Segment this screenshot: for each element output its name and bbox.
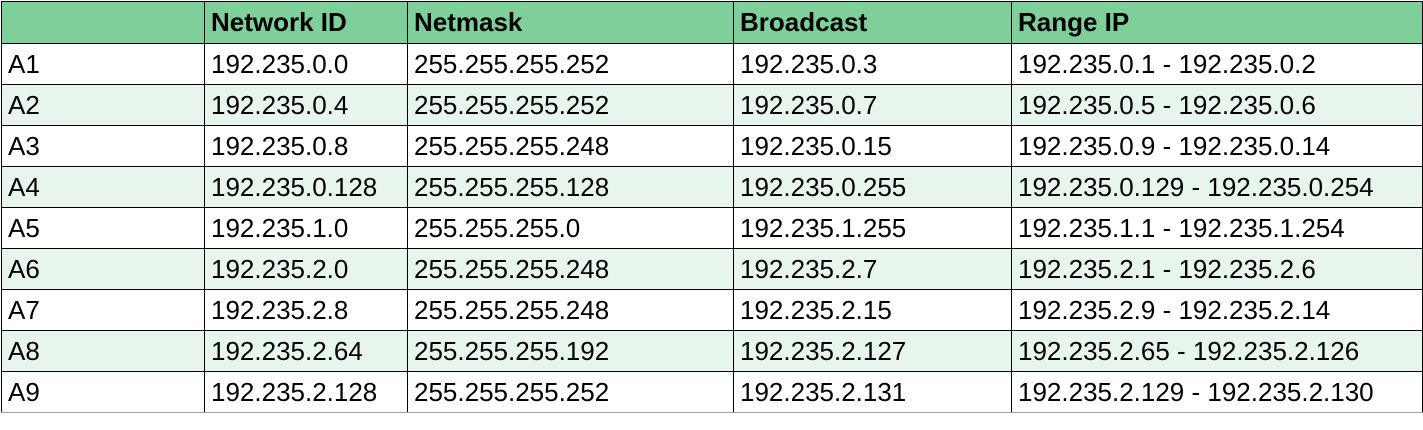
table-row: A7 192.235.2.8 255.255.255.248 192.235.2…: [1, 289, 1423, 331]
cell-broadcast: 192.235.2.127: [733, 330, 1012, 372]
table-row: A4 192.235.0.128 255.255.255.128 192.235…: [1, 166, 1423, 208]
cell-range-ip: 192.235.2.9 - 192.235.2.14: [1011, 289, 1423, 331]
cell-netmask: 255.255.255.252: [407, 84, 734, 126]
cell-netmask: 255.255.255.252: [407, 43, 734, 85]
cell-network-id: 192.235.2.64: [204, 330, 408, 372]
cell-network-id: 192.235.2.0: [204, 248, 408, 290]
header-cell-broadcast: Broadcast: [733, 1, 1012, 44]
cell-broadcast: 192.235.0.255: [733, 166, 1012, 208]
cell-network-id: 192.235.1.0: [204, 207, 408, 249]
cell-subnet-label: A1: [1, 43, 205, 85]
cell-range-ip: 192.235.2.129 - 192.235.2.130: [1011, 371, 1423, 413]
cell-network-id: 192.235.0.0: [204, 43, 408, 85]
cell-netmask: 255.255.255.248: [407, 125, 734, 167]
header-cell-label: [1, 1, 205, 44]
header-cell-network-id: Network ID: [204, 1, 408, 44]
cell-subnet-label: A2: [1, 84, 205, 126]
cell-network-id: 192.235.2.128: [204, 371, 408, 413]
cell-broadcast: 192.235.2.15: [733, 289, 1012, 331]
header-cell-range-ip: Range IP: [1011, 1, 1423, 44]
cell-broadcast: 192.235.0.3: [733, 43, 1012, 85]
cell-netmask: 255.255.255.0: [407, 207, 734, 249]
cell-subnet-label: A4: [1, 166, 205, 208]
cell-network-id: 192.235.0.128: [204, 166, 408, 208]
cell-broadcast: 192.235.1.255: [733, 207, 1012, 249]
header-cell-netmask: Netmask: [407, 1, 734, 44]
table-row: A1 192.235.0.0 255.255.255.252 192.235.0…: [1, 43, 1423, 85]
subnet-table: Network ID Netmask Broadcast Range IP A1…: [1, 1, 1423, 413]
table-row: A8 192.235.2.64 255.255.255.192 192.235.…: [1, 330, 1423, 372]
cell-range-ip: 192.235.2.65 - 192.235.2.126: [1011, 330, 1423, 372]
cell-range-ip: 192.235.0.1 - 192.235.0.2: [1011, 43, 1423, 85]
cell-broadcast: 192.235.2.7: [733, 248, 1012, 290]
cell-network-id: 192.235.2.8: [204, 289, 408, 331]
cell-subnet-label: A8: [1, 330, 205, 372]
cell-subnet-label: A6: [1, 248, 205, 290]
cell-range-ip: 192.235.0.5 - 192.235.0.6: [1011, 84, 1423, 126]
table-row: A3 192.235.0.8 255.255.255.248 192.235.0…: [1, 125, 1423, 167]
cell-network-id: 192.235.0.4: [204, 84, 408, 126]
cell-netmask: 255.255.255.128: [407, 166, 734, 208]
cell-broadcast: 192.235.0.7: [733, 84, 1012, 126]
table-row: A2 192.235.0.4 255.255.255.252 192.235.0…: [1, 84, 1423, 126]
cell-range-ip: 192.235.2.1 - 192.235.2.6: [1011, 248, 1423, 290]
cell-netmask: 255.255.255.252: [407, 371, 734, 413]
table-row: A6 192.235.2.0 255.255.255.248 192.235.2…: [1, 248, 1423, 290]
cell-broadcast: 192.235.2.131: [733, 371, 1012, 413]
cell-netmask: 255.255.255.248: [407, 289, 734, 331]
table-row: A5 192.235.1.0 255.255.255.0 192.235.1.2…: [1, 207, 1423, 249]
cell-subnet-label: A5: [1, 207, 205, 249]
cell-range-ip: 192.235.1.1 - 192.235.1.254: [1011, 207, 1423, 249]
cell-subnet-label: A7: [1, 289, 205, 331]
table-row: A9 192.235.2.128 255.255.255.252 192.235…: [1, 371, 1423, 413]
cell-range-ip: 192.235.0.129 - 192.235.0.254: [1011, 166, 1423, 208]
cell-netmask: 255.255.255.248: [407, 248, 734, 290]
cell-range-ip: 192.235.0.9 - 192.235.0.14: [1011, 125, 1423, 167]
table-header-row: Network ID Netmask Broadcast Range IP: [1, 1, 1423, 44]
cell-network-id: 192.235.0.8: [204, 125, 408, 167]
cell-broadcast: 192.235.0.15: [733, 125, 1012, 167]
cell-subnet-label: A3: [1, 125, 205, 167]
cell-netmask: 255.255.255.192: [407, 330, 734, 372]
cell-subnet-label: A9: [1, 371, 205, 413]
